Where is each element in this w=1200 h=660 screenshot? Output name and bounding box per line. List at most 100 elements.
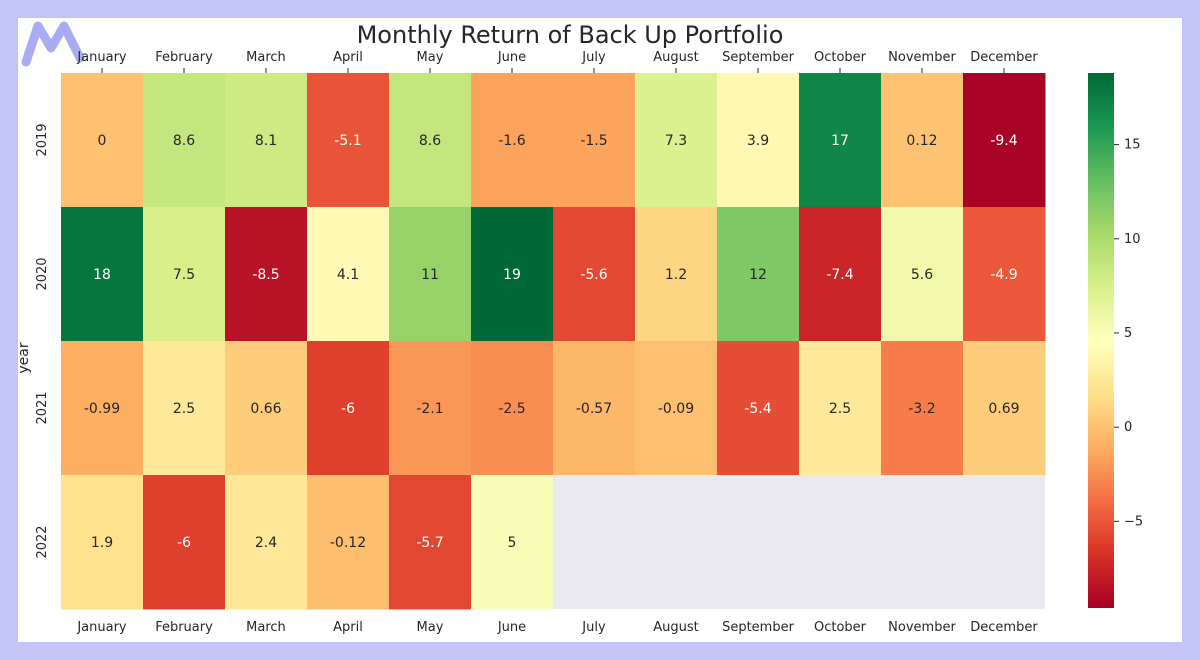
cell-value-label: -0.09 <box>658 401 694 417</box>
heatmap-cell <box>389 341 472 476</box>
cell-value-label: 11 <box>421 267 439 283</box>
top-month-label: September <box>722 50 795 65</box>
heatmap-cell-empty <box>881 475 963 609</box>
colorbar-tick-label: 5 <box>1124 326 1132 341</box>
cell-value-label: 4.1 <box>337 267 359 283</box>
cell-value-label: 2.5 <box>173 401 195 417</box>
cell-value-label: -5.7 <box>416 535 443 551</box>
top-month-label: April <box>333 50 363 65</box>
heatmap-cell <box>963 73 1046 208</box>
heatmap-cells: 0 8.6 8.1 -5.1 8.6 -1.6 -1.5 7.3 3.9 17 0.12 -9.4 18… <box>61 73 1046 610</box>
cell-value-label: 0.12 <box>906 133 937 149</box>
bottom-month-label: February <box>155 620 213 635</box>
cell-value-label: -0.12 <box>330 535 366 551</box>
heatmap-cell <box>389 475 472 610</box>
cell-value-label: 8.6 <box>419 133 441 149</box>
heatmap-cell <box>471 207 554 342</box>
heatmap-cell <box>61 207 144 342</box>
heatmap-cell-empty <box>799 475 881 609</box>
cell-value-label: -5.1 <box>334 133 361 149</box>
top-month-label: December <box>970 50 1038 65</box>
year-label: 2020 <box>35 257 50 290</box>
cell-value-label: -1.6 <box>498 133 525 149</box>
bottom-month-label: September <box>722 620 795 635</box>
cell-value-label: -5.4 <box>744 401 771 417</box>
heatmap-cell <box>963 207 1046 342</box>
cell-value-label: -0.57 <box>576 401 612 417</box>
heatmap-cell <box>143 341 226 476</box>
heatmap-cell <box>307 73 390 208</box>
heatmap-cell <box>61 73 144 208</box>
cell-value-label: 1.9 <box>91 535 113 551</box>
heatmap-cell <box>717 207 800 342</box>
top-month-label: March <box>246 50 286 65</box>
cell-value-label: -9.4 <box>990 133 1017 149</box>
cell-value-label: 19 <box>503 267 521 283</box>
heatmap-cell <box>389 73 472 208</box>
top-month-label: January <box>76 50 127 65</box>
top-month-label: November <box>888 50 956 65</box>
heatmap-cell <box>635 73 718 208</box>
bottom-month-label: October <box>814 620 867 635</box>
heatmap-cell <box>225 475 308 610</box>
heatmap-cell <box>717 73 800 208</box>
heatmap-cell <box>61 341 144 476</box>
heatmap-cell <box>799 341 882 476</box>
colorbar-tick-label: 15 <box>1124 138 1141 153</box>
cell-value-label: 0.66 <box>250 401 281 417</box>
cell-value-label: -6 <box>341 401 355 417</box>
heatmap-cell <box>143 73 226 208</box>
bottom-month-label: January <box>76 620 127 635</box>
cell-value-label: 1.2 <box>665 267 687 283</box>
heatmap-cell <box>307 207 390 342</box>
cell-value-label: -4.9 <box>990 267 1017 283</box>
cell-value-label: 18 <box>93 267 111 283</box>
top-month-label: August <box>653 50 699 65</box>
m-logo-icon <box>21 21 85 67</box>
heatmap-cell <box>225 207 308 342</box>
heatmap-cell <box>881 207 964 342</box>
bottom-month-label: May <box>417 620 444 635</box>
cell-value-label: 8.6 <box>173 133 195 149</box>
heatmap-cell <box>717 341 800 476</box>
bottom-month-label: March <box>246 620 286 635</box>
cell-value-label: -7.4 <box>826 267 853 283</box>
heatmap-cell-empty <box>963 475 1045 609</box>
y-axis-tick-labels: 2019 2020 2021 2022 <box>35 123 50 558</box>
cell-value-label: -2.1 <box>416 401 443 417</box>
heatmap-cell <box>471 475 554 610</box>
y-axis-label: year <box>18 342 32 373</box>
cell-value-label: 2.5 <box>829 401 851 417</box>
heatmap-cell <box>143 207 226 342</box>
heatmap-cell <box>635 207 718 342</box>
year-label: 2022 <box>35 525 50 558</box>
bottom-month-label: June <box>497 620 526 635</box>
cell-value-label: -0.99 <box>84 401 120 417</box>
cell-value-label: -3.2 <box>908 401 935 417</box>
heatmap-cell <box>143 475 226 610</box>
cell-value-label: 7.5 <box>173 267 195 283</box>
heatmap-cell <box>553 207 636 342</box>
cell-value-label: -2.5 <box>498 401 525 417</box>
heatmap-cell <box>881 341 964 476</box>
heatmap-cell-empty <box>635 475 717 609</box>
colorbar-tick-label: −5 <box>1124 514 1143 529</box>
cell-value-label: 7.3 <box>665 133 687 149</box>
heatmap-cell <box>307 341 390 476</box>
top-month-label: May <box>417 50 444 65</box>
heatmap-cell <box>799 207 882 342</box>
bottom-month-label: November <box>888 620 956 635</box>
cell-value-label: 0.69 <box>988 401 1019 417</box>
cell-value-label: 2.4 <box>255 535 277 551</box>
heatmap-cell <box>225 73 308 208</box>
cell-value-label: 5.6 <box>911 267 933 283</box>
chart-title: Monthly Return of Back Up Portfolio <box>357 21 784 49</box>
cell-value-label: -8.5 <box>252 267 279 283</box>
bottom-month-label: August <box>653 620 699 635</box>
heatmap-chart: Monthly Return of Back Up Portfolio year… <box>18 21 1143 635</box>
heatmap-cell <box>963 341 1046 476</box>
heatmap-cell <box>553 73 636 208</box>
cell-value-label: -5.6 <box>580 267 607 283</box>
colorbar-gradient <box>1088 73 1114 608</box>
top-month-label: October <box>814 50 867 65</box>
